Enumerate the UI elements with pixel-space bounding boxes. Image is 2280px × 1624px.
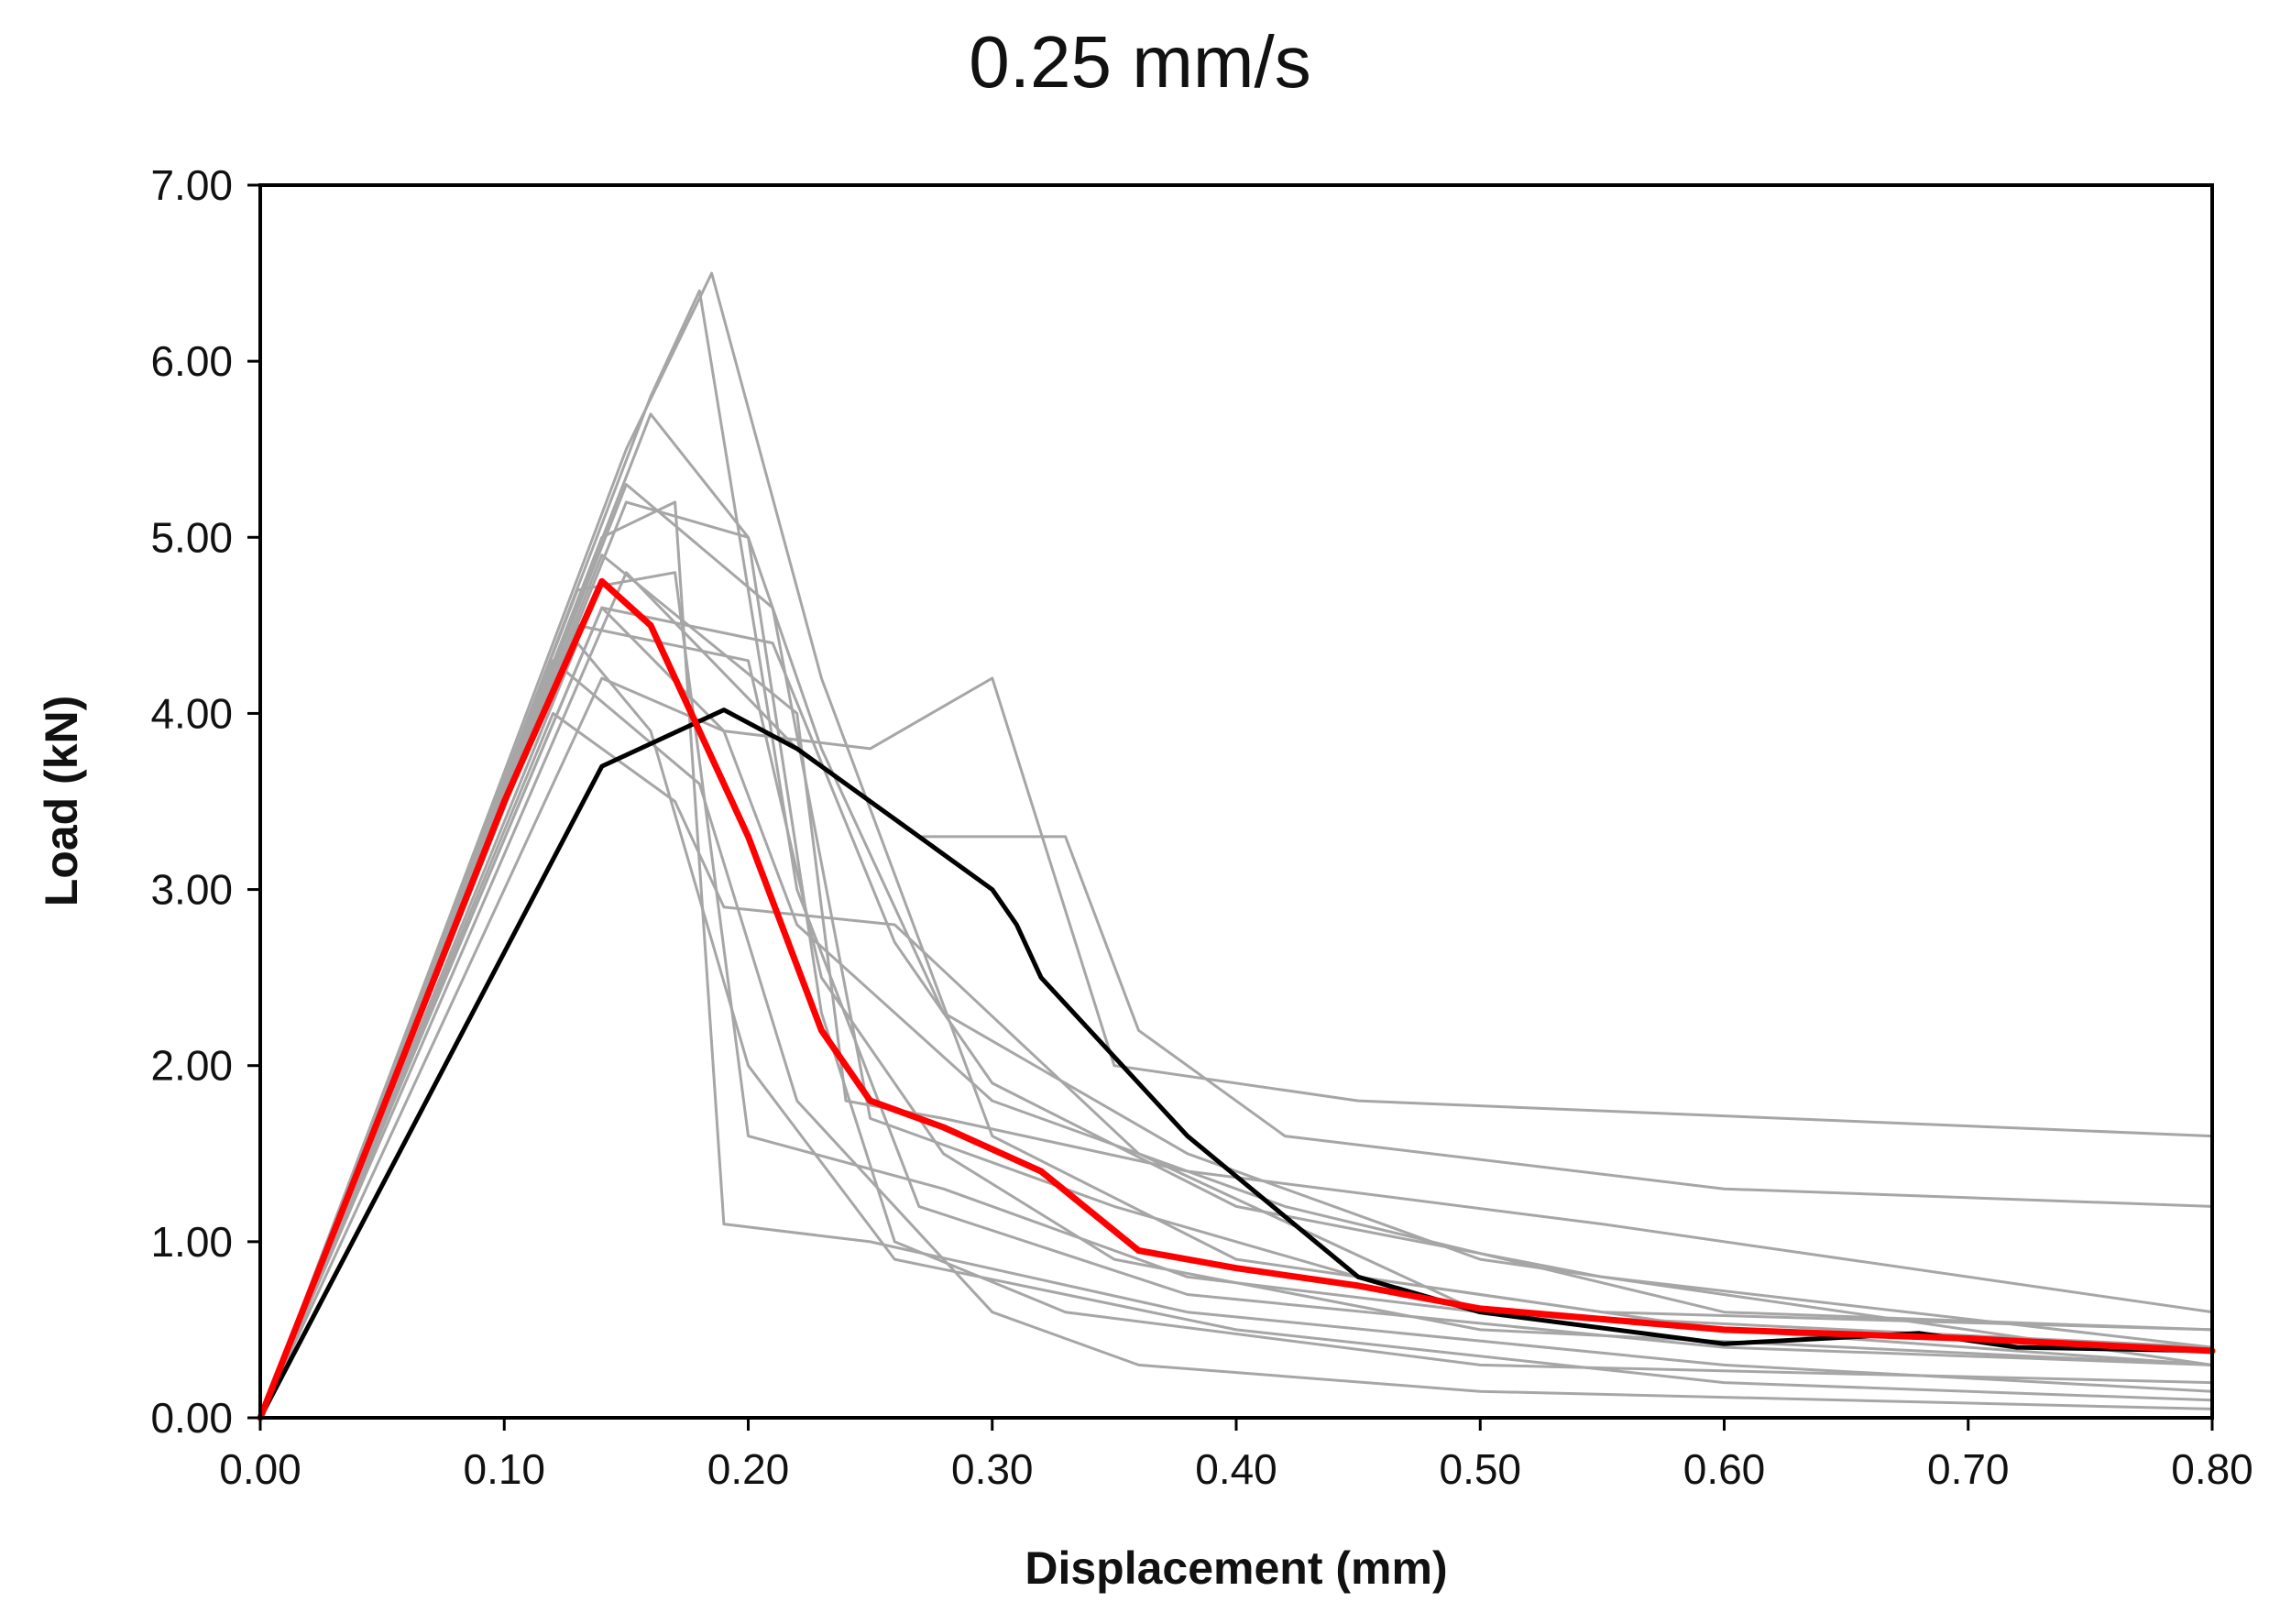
y-tick-label: 0.00: [150, 1394, 233, 1442]
series-line-specimen-15: [258, 606, 2214, 1420]
series-line-specimen-06: [258, 659, 2214, 1420]
x-tick-label: 0.60: [1683, 1445, 1766, 1493]
y-tick-label: 1.00: [150, 1218, 233, 1266]
series-line-specimen-07: [258, 571, 2214, 1420]
series-line-specimen-12: [258, 483, 2214, 1420]
chart-title: 0.25 mm/s: [969, 21, 1310, 103]
series-line-specimen-05: [258, 623, 2214, 1420]
y-tick-label: 7.00: [150, 161, 233, 209]
series-layer: [257, 271, 2216, 1421]
x-tick-label: 0.30: [951, 1445, 1034, 1493]
series-line-specimen-03: [258, 500, 2214, 1420]
y-axis-label: Load (kN): [36, 696, 87, 907]
y-tick-layer: 0.00 1.00 2.00 3.00 4.00 5.00 6.00 7.00: [150, 161, 260, 1442]
x-tick-layer: 0.00 0.10 0.20 0.30 0.40 0.50 0.60 0.70 0.80: [219, 1418, 2253, 1493]
x-tick-label: 0.00: [219, 1445, 301, 1493]
series-line-specimen-16: [258, 412, 2214, 1420]
series-line-specimen-09: [258, 571, 2214, 1420]
x-axis-label: Displacement (mm): [1025, 1542, 1447, 1594]
y-tick-label: 5.00: [150, 513, 233, 561]
x-tick-label: 0.50: [1439, 1445, 1521, 1493]
y-tick-label: 4.00: [150, 689, 233, 737]
x-tick-label: 0.70: [1927, 1445, 2010, 1493]
series-line-specimen-04: [258, 500, 2214, 1420]
series-line-specimen-14: [258, 642, 2214, 1420]
x-tick-label: 0.10: [463, 1445, 545, 1493]
y-tick-label: 6.00: [150, 337, 233, 385]
x-tick-label: 0.20: [707, 1445, 790, 1493]
series-line-red-average: [257, 577, 2216, 1421]
x-tick-label: 0.80: [2171, 1445, 2253, 1493]
y-tick-label: 2.00: [150, 1042, 233, 1090]
x-tick-label: 0.40: [1195, 1445, 1277, 1493]
y-tick-label: 3.00: [150, 866, 233, 914]
series-line-specimen-08: [258, 676, 2214, 1420]
